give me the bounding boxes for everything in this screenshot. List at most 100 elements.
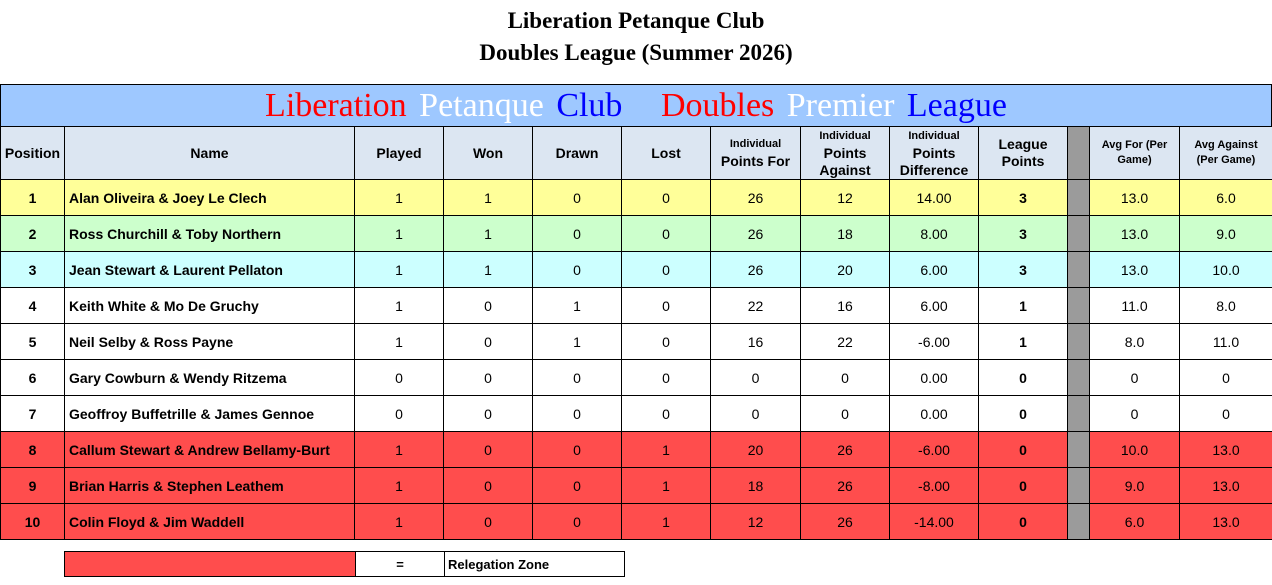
header-points-difference-line3: Difference	[899, 161, 969, 178]
header-points-against-line2: Points	[823, 144, 867, 161]
cell-lost: 0	[621, 359, 711, 396]
cell-won: 1	[443, 215, 533, 252]
cell-drawn: 0	[532, 251, 622, 288]
cell-played: 1	[354, 323, 444, 360]
column-separator	[1067, 395, 1090, 432]
cell-avg-for: 0	[1089, 359, 1180, 396]
header-position: Position	[0, 126, 65, 180]
cell-avg-against: 8.0	[1179, 287, 1272, 324]
cell-league-points: 3	[978, 179, 1068, 216]
header-name: Name	[64, 126, 355, 180]
cell-won: 0	[443, 503, 533, 540]
table-row: 2 Ross Churchill & Toby Northern 1 1 0 0…	[0, 215, 1272, 252]
cell-position: 9	[0, 467, 65, 504]
cell-points-for: 12	[710, 503, 801, 540]
cell-drawn: 0	[532, 215, 622, 252]
cell-avg-for: 13.0	[1089, 179, 1180, 216]
cell-avg-against: 0	[1179, 359, 1272, 396]
cell-played: 1	[354, 467, 444, 504]
page-title: Liberation Petanque Club	[507, 8, 765, 33]
cell-avg-for: 13.0	[1089, 251, 1180, 288]
cell-points-for: 26	[710, 251, 801, 288]
cell-points-against: 16	[800, 287, 890, 324]
cell-name: Keith White & Mo De Gruchy	[64, 287, 355, 324]
column-separator	[1067, 126, 1090, 180]
table-row: 7 Geoffroy Buffetrille & James Gennoe 0 …	[0, 395, 1272, 432]
cell-league-points: 1	[978, 323, 1068, 360]
cell-name: Colin Floyd & Jim Waddell	[64, 503, 355, 540]
column-separator	[1067, 287, 1090, 324]
cell-position: 2	[0, 215, 65, 252]
legend: = Relegation Zone	[64, 551, 625, 577]
cell-played: 1	[354, 215, 444, 252]
cell-points-difference: 6.00	[889, 287, 979, 324]
cell-name: Jean Stewart & Laurent Pellaton	[64, 251, 355, 288]
banner-word-petanque: Petanque	[419, 87, 544, 124]
header-league-points-line2: Points	[1001, 153, 1045, 169]
cell-avg-for: 13.0	[1089, 215, 1180, 252]
cell-lost: 1	[621, 503, 711, 540]
cell-won: 0	[443, 359, 533, 396]
cell-drawn: 1	[532, 287, 622, 324]
header-league-points: League Points	[978, 126, 1068, 180]
header-points-against-line1: Individual	[819, 129, 871, 142]
cell-points-against: 0	[800, 359, 890, 396]
header-points-for-line2: Points For	[720, 153, 791, 169]
cell-points-difference: -6.00	[889, 323, 979, 360]
cell-avg-against: 13.0	[1179, 503, 1272, 540]
cell-points-for: 22	[710, 287, 801, 324]
header-avg-for: Avg For (Per Game)	[1089, 126, 1180, 180]
cell-drawn: 0	[532, 503, 622, 540]
header-points-against-line3: Against	[819, 161, 871, 178]
cell-drawn: 0	[532, 395, 622, 432]
cell-won: 1	[443, 251, 533, 288]
cell-lost: 0	[621, 287, 711, 324]
cell-points-for: 20	[710, 431, 801, 468]
cell-avg-for: 0	[1089, 395, 1180, 432]
cell-drawn: 0	[532, 179, 622, 216]
cell-points-for: 26	[710, 179, 801, 216]
cell-lost: 1	[621, 431, 711, 468]
page-subtitle: Doubles League (Summer 2026)	[479, 40, 793, 65]
cell-lost: 0	[621, 215, 711, 252]
column-separator	[1067, 503, 1090, 540]
header-won: Won	[443, 126, 533, 180]
header-points-difference: Individual Points Difference	[889, 126, 979, 180]
header-lost: Lost	[621, 126, 711, 180]
cell-points-against: 20	[800, 251, 890, 288]
column-separator	[1067, 431, 1090, 468]
cell-won: 0	[443, 287, 533, 324]
cell-points-difference: 6.00	[889, 251, 979, 288]
cell-won: 0	[443, 395, 533, 432]
legend-row: = Relegation Zone	[64, 551, 625, 577]
cell-drawn: 1	[532, 323, 622, 360]
cell-avg-against: 11.0	[1179, 323, 1272, 360]
cell-played: 0	[354, 395, 444, 432]
cell-name: Alan Oliveira & Joey Le Clech	[64, 179, 355, 216]
cell-drawn: 0	[532, 467, 622, 504]
cell-points-for: 0	[710, 359, 801, 396]
cell-avg-for: 6.0	[1089, 503, 1180, 540]
banner-word-league: League	[906, 87, 1007, 124]
header-points-difference-line2: Points	[912, 144, 956, 161]
cell-points-against: 0	[800, 395, 890, 432]
banner-word-doubles: Doubles	[660, 87, 775, 124]
column-separator	[1067, 359, 1090, 396]
cell-league-points: 0	[978, 503, 1068, 540]
cell-lost: 1	[621, 467, 711, 504]
cell-avg-against: 9.0	[1179, 215, 1272, 252]
cell-points-for: 18	[710, 467, 801, 504]
cell-points-difference: 14.00	[889, 179, 979, 216]
cell-won: 0	[443, 467, 533, 504]
column-separator	[1067, 323, 1090, 360]
cell-avg-for: 11.0	[1089, 287, 1180, 324]
cell-points-difference: 0.00	[889, 359, 979, 396]
cell-played: 1	[354, 287, 444, 324]
cell-points-against: 22	[800, 323, 890, 360]
table-row: 1 Alan Oliveira & Joey Le Clech 1 1 0 0 …	[0, 179, 1272, 216]
cell-avg-against: 13.0	[1179, 467, 1272, 504]
table-row: 5 Neil Selby & Ross Payne 1 0 1 0 16 22 …	[0, 323, 1272, 360]
table-row: 4 Keith White & Mo De Gruchy 1 0 1 0 22 …	[0, 287, 1272, 324]
cell-won: 0	[443, 431, 533, 468]
table-row: 3 Jean Stewart & Laurent Pellaton 1 1 0 …	[0, 251, 1272, 288]
